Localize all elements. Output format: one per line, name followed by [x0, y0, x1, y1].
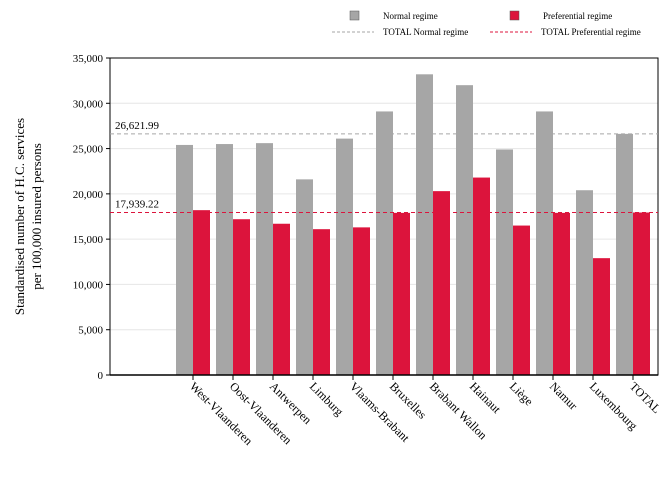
x-category-label: TOTAL	[627, 379, 664, 416]
bar-normal-regime	[176, 144, 193, 375]
y-tick-label: 20,000	[73, 189, 104, 201]
legend-label: Normal regime	[383, 11, 438, 21]
legend-swatch	[509, 10, 520, 21]
bar-preferential-regime	[633, 212, 650, 375]
bar-preferential-regime	[553, 212, 570, 375]
y-tick-label: 30,000	[73, 98, 104, 110]
y-tick-label: 25,000	[73, 144, 104, 156]
bar-preferential-regime	[313, 229, 330, 375]
y-axis-label: per 100,000 insured persons	[29, 143, 44, 290]
bar-normal-regime	[496, 149, 513, 375]
bar-preferential-regime	[233, 219, 250, 375]
bar-preferential-regime	[353, 227, 370, 375]
bar-preferential-regime	[593, 258, 610, 375]
bar-normal-regime	[616, 133, 633, 375]
bar-preferential-regime	[273, 223, 290, 375]
legend-label: TOTAL Preferential regime	[541, 27, 641, 37]
reference-line-label: 17,939.22	[115, 199, 159, 211]
bar-normal-regime	[536, 111, 553, 376]
y-tick-label: 10,000	[73, 279, 104, 291]
bar-preferential-regime	[393, 212, 410, 375]
bar-normal-regime	[336, 138, 353, 375]
legend-label: TOTAL Normal regime	[383, 27, 468, 37]
bar-preferential-regime	[473, 177, 490, 375]
bar-preferential-regime	[193, 210, 210, 375]
y-tick-label: 5,000	[78, 325, 103, 337]
bar-normal-regime	[296, 179, 313, 375]
bar-normal-regime	[576, 190, 593, 375]
bar-normal-regime	[456, 85, 473, 376]
x-category-label: Limburg	[307, 379, 346, 418]
bar-normal-regime	[416, 74, 433, 375]
y-tick-label: 35,000	[73, 53, 104, 65]
bar-normal-regime	[216, 144, 233, 375]
x-category-label: Liège	[507, 379, 536, 408]
legend-label: Preferential regime	[543, 11, 612, 21]
x-category-label: Hainaut	[467, 379, 504, 416]
legend-swatch	[349, 10, 360, 21]
bar-preferential-regime	[433, 191, 450, 375]
y-axis-label: Standardised number of H.C. services	[12, 118, 27, 315]
bar-normal-regime	[376, 111, 393, 376]
x-category-label: Namur	[547, 379, 580, 412]
y-tick-label: 15,000	[73, 234, 104, 246]
reference-line-label: 26,621.99	[115, 120, 160, 132]
bar-normal-regime	[256, 143, 273, 375]
bar-preferential-regime	[513, 225, 530, 375]
y-tick-label: 0	[98, 370, 104, 382]
